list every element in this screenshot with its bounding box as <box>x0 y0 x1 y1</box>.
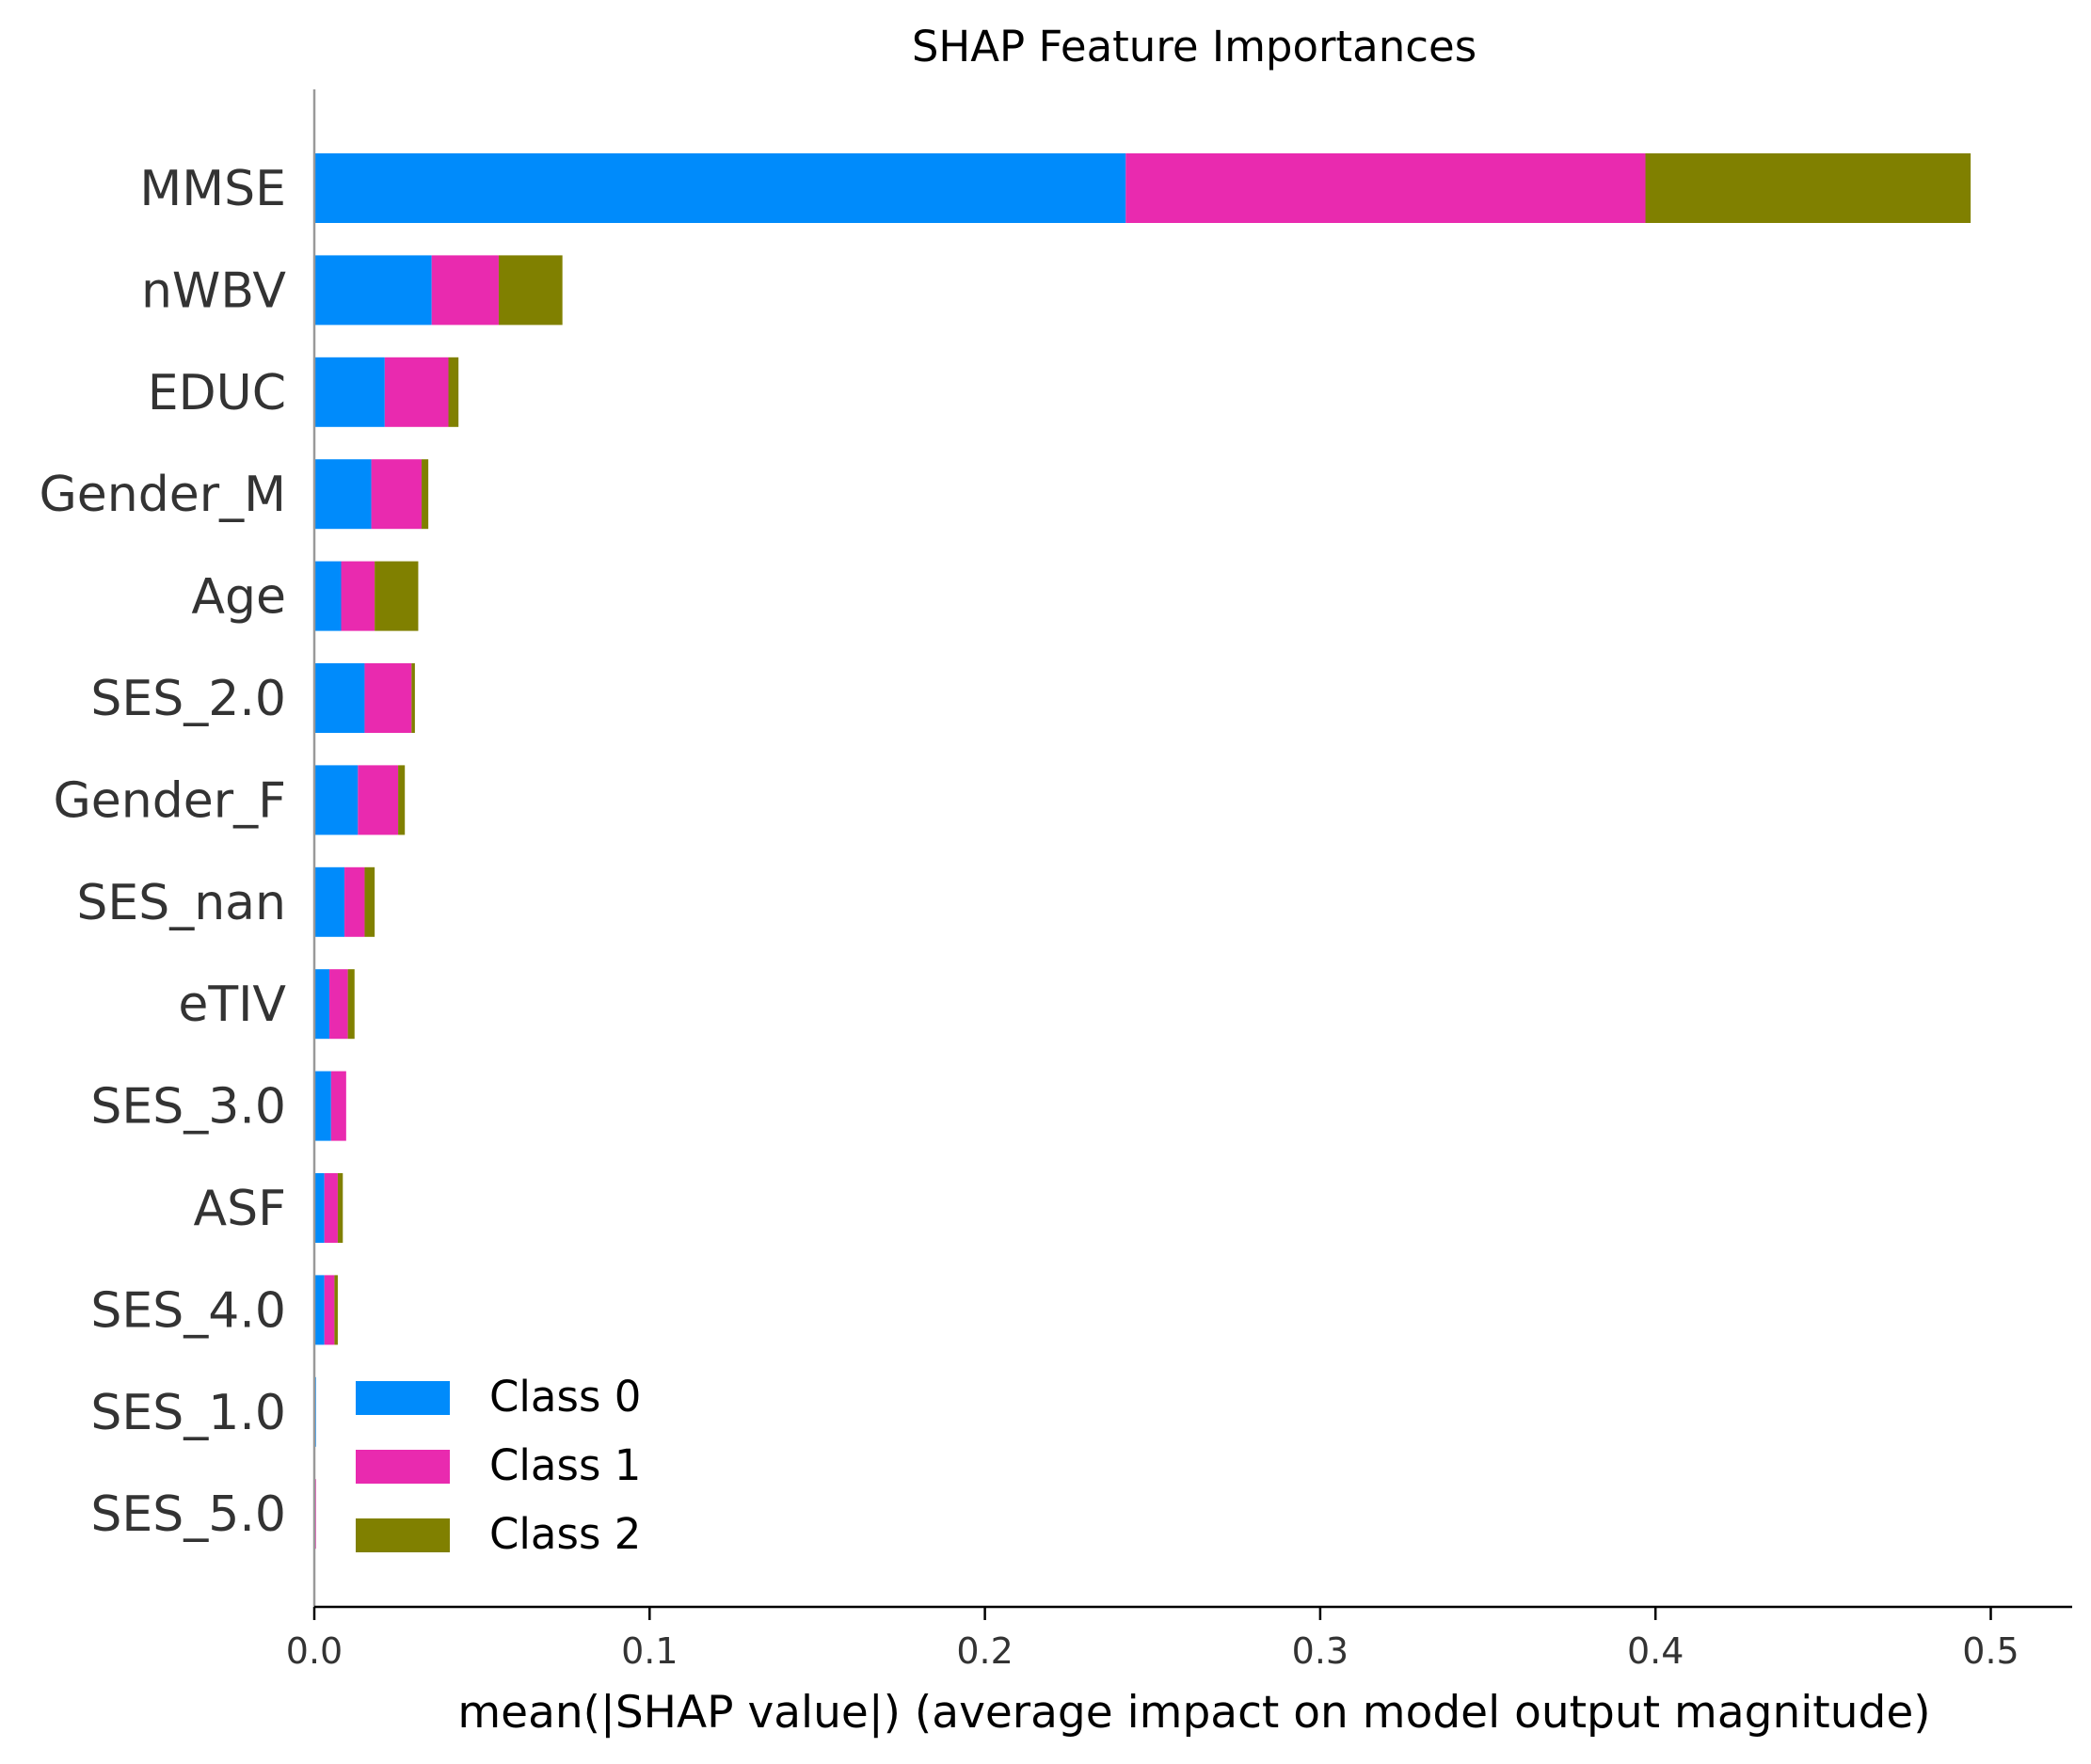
y-tick-label: eTIV <box>178 977 286 1033</box>
bar-Gender_M-class-2 <box>422 459 429 530</box>
bar-nWBV-class-2 <box>498 255 563 326</box>
y-tick-label: SES_nan <box>76 875 286 931</box>
bars-group <box>314 153 1971 1549</box>
bar-nWBV-class-1 <box>431 255 499 326</box>
bar-nWBV-class-0 <box>314 255 432 326</box>
y-tick-label: SES_4.0 <box>90 1282 286 1339</box>
bar-eTIV-class-1 <box>329 969 348 1040</box>
y-tick-label: nWBV <box>141 262 286 319</box>
bar-SES_4.0-class-0 <box>314 1275 325 1345</box>
legend-swatch-class-0 <box>356 1381 450 1415</box>
bar-SES_4.0-class-2 <box>334 1275 338 1345</box>
chart-title: SHAP Feature Importances <box>912 22 1476 72</box>
legend-swatch-class-2 <box>356 1518 450 1552</box>
x-tick-label: 0.2 <box>956 1630 1013 1672</box>
y-tick-labels: MMSE nWBV EDUC Gender_M Age SES_2.0 Gender_F SE… <box>40 161 287 1543</box>
x-tick-label: 0.5 <box>1962 1630 2019 1672</box>
y-tick-label: MMSE <box>139 161 286 217</box>
x-tick-label: 0.0 <box>286 1630 343 1672</box>
x-tick-label: 0.4 <box>1627 1630 1684 1672</box>
bar-Gender_F-class-0 <box>314 765 359 835</box>
y-tick-label: SES_3.0 <box>90 1079 286 1136</box>
bar-Gender_M-class-1 <box>371 459 423 530</box>
bar-SES_nan-class-1 <box>344 866 365 937</box>
bar-Age-class-2 <box>375 561 419 631</box>
x-ticks: 0.0 0.1 0.2 0.3 0.4 0.5 <box>286 1607 2019 1672</box>
bar-Gender_F-class-2 <box>398 765 406 835</box>
x-tick-label: 0.3 <box>1292 1630 1349 1672</box>
bar-EDUC-class-1 <box>384 357 449 427</box>
y-tick-label: SES_5.0 <box>90 1486 286 1543</box>
bar-Age-class-0 <box>314 561 342 631</box>
x-axis-label: mean(|SHAP value|) (average impact on mo… <box>457 1687 1930 1739</box>
bar-EDUC-class-0 <box>314 357 385 427</box>
bar-SES_3.0-class-0 <box>314 1071 331 1141</box>
bar-SES_nan-class-2 <box>364 866 375 937</box>
bar-ASF-class-1 <box>324 1173 338 1243</box>
bar-MMSE-class-2 <box>1645 153 1971 223</box>
y-tick-label: Gender_F <box>53 772 286 829</box>
bar-Gender_M-class-0 <box>314 459 372 530</box>
bar-Age-class-1 <box>341 561 375 631</box>
legend-label: Class 0 <box>489 1372 641 1422</box>
bar-SES_2.0-class-1 <box>364 663 412 733</box>
y-tick-label: EDUC <box>148 365 286 421</box>
y-tick-label: Age <box>191 569 286 626</box>
bar-eTIV-class-0 <box>314 969 330 1040</box>
bar-SES_2.0-class-0 <box>314 663 365 733</box>
y-tick-label: ASF <box>194 1181 287 1237</box>
x-tick-label: 0.1 <box>621 1630 678 1672</box>
bar-MMSE-class-1 <box>1125 153 1646 223</box>
bar-ASF-class-2 <box>337 1173 343 1243</box>
legend-label: Class 1 <box>489 1440 641 1490</box>
bar-MMSE-class-0 <box>314 153 1126 223</box>
legend: Class 0 Class 1 Class 2 <box>356 1372 641 1559</box>
bar-SES_nan-class-0 <box>314 866 345 937</box>
bar-SES_2.0-class-2 <box>411 663 415 733</box>
legend-swatch-class-1 <box>356 1450 450 1484</box>
bar-SES_4.0-class-1 <box>324 1275 335 1345</box>
bar-Gender_F-class-1 <box>358 765 399 835</box>
y-tick-label: SES_2.0 <box>90 671 286 727</box>
bar-SES_3.0-class-1 <box>330 1071 346 1141</box>
bar-ASF-class-0 <box>314 1173 325 1243</box>
bar-EDUC-class-2 <box>448 357 459 427</box>
y-tick-label: SES_1.0 <box>90 1385 286 1441</box>
legend-label: Class 2 <box>489 1509 641 1559</box>
bar-eTIV-class-2 <box>347 969 355 1040</box>
y-tick-label: Gender_M <box>40 467 287 523</box>
